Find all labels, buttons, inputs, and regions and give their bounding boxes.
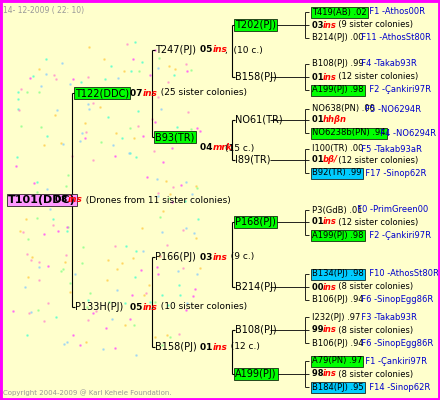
Text: 01: 01 <box>312 218 326 226</box>
Text: B134(PJ) .98: B134(PJ) .98 <box>312 270 364 278</box>
Text: F5 -NO6294R: F5 -NO6294R <box>359 104 421 114</box>
Text: A199(PJ) .98: A199(PJ) .98 <box>312 86 363 94</box>
Text: ins: ins <box>323 218 336 226</box>
Text: hhβn: hhβn <box>323 116 347 124</box>
Text: 04: 04 <box>200 144 216 152</box>
Text: I89(TR): I89(TR) <box>235 155 271 165</box>
Text: 07: 07 <box>130 88 146 98</box>
Text: F1 -Çankiri97R: F1 -Çankiri97R <box>360 356 427 366</box>
Text: B158(PJ): B158(PJ) <box>155 342 197 352</box>
Text: (8 sister colonies): (8 sister colonies) <box>333 370 413 378</box>
Text: (12 sister colonies): (12 sister colonies) <box>333 218 418 226</box>
Text: NO638(PN) .00: NO638(PN) .00 <box>312 104 375 114</box>
Text: F11 -AthosSt80R: F11 -AthosSt80R <box>356 34 431 42</box>
Text: 01: 01 <box>312 72 326 82</box>
Text: A79(PN) .97: A79(PN) .97 <box>312 356 362 366</box>
Text: (15 c.): (15 c.) <box>225 144 254 152</box>
Text: T122(DDC): T122(DDC) <box>75 88 129 98</box>
Text: F1 -Athos00R: F1 -Athos00R <box>363 8 425 16</box>
Text: ins: ins <box>143 88 158 98</box>
Text: 05: 05 <box>200 46 216 54</box>
Text: F4 -Takab93R: F4 -Takab93R <box>356 60 417 68</box>
Text: 03: 03 <box>312 20 326 30</box>
Text: (8 sister colonies): (8 sister colonies) <box>333 326 413 334</box>
Text: P3(GdB) .01: P3(GdB) .01 <box>312 206 363 214</box>
Text: A199(PJ) .98: A199(PJ) .98 <box>312 230 363 240</box>
Text: F3 -Takab93R: F3 -Takab93R <box>356 312 417 322</box>
Text: (12 sister colonies): (12 sister colonies) <box>333 156 418 164</box>
Text: B158(PJ): B158(PJ) <box>235 72 277 82</box>
Text: F10 -AthosSt80R: F10 -AthosSt80R <box>363 270 439 278</box>
Text: (9 c.): (9 c.) <box>225 252 254 262</box>
Text: B108(PJ) .99: B108(PJ) .99 <box>312 60 363 68</box>
Text: B108(PJ): B108(PJ) <box>235 325 277 335</box>
Text: NO6238b(PN) .94: NO6238b(PN) .94 <box>312 128 385 138</box>
Text: I100(TR) .00: I100(TR) .00 <box>312 144 363 154</box>
Text: mrk: mrk <box>213 144 232 152</box>
Text: ins: ins <box>213 342 227 352</box>
Text: B184(PJ) .95: B184(PJ) .95 <box>312 382 363 392</box>
Text: F4 -NO6294R: F4 -NO6294R <box>375 128 436 138</box>
Text: (25 sister colonies): (25 sister colonies) <box>155 88 247 98</box>
Text: 01: 01 <box>200 342 216 352</box>
Text: (10 sister colonies): (10 sister colonies) <box>155 302 247 312</box>
Text: F2 -Çankiri97R: F2 -Çankiri97R <box>363 230 431 240</box>
Text: (12 sister colonies): (12 sister colonies) <box>333 72 418 82</box>
Text: A199(PJ): A199(PJ) <box>235 369 276 379</box>
Text: NO61(TR): NO61(TR) <box>235 115 282 125</box>
Text: (9 sister colonies): (9 sister colonies) <box>333 20 413 30</box>
Text: ins: ins <box>323 370 336 378</box>
Text: B93(TR): B93(TR) <box>155 132 194 142</box>
Text: (12 c.): (12 c.) <box>225 342 260 352</box>
Text: T419(AB) .02: T419(AB) .02 <box>312 8 367 16</box>
Text: ins: ins <box>143 302 158 312</box>
Text: B106(PJ) .94: B106(PJ) .94 <box>312 338 363 348</box>
Text: 99: 99 <box>312 326 326 334</box>
Text: T101(DDC): T101(DDC) <box>8 195 76 205</box>
Text: F6 -SinopEgg86R: F6 -SinopEgg86R <box>356 338 433 348</box>
Text: T247(PJ): T247(PJ) <box>155 45 196 55</box>
Text: 00: 00 <box>312 282 326 292</box>
Text: F2 -Çankiri97R: F2 -Çankiri97R <box>363 86 431 94</box>
Text: ins: ins <box>213 46 227 54</box>
Text: B214(PJ) .00: B214(PJ) .00 <box>312 34 363 42</box>
Text: F5 -Takab93aR: F5 -Takab93aR <box>356 144 422 154</box>
Text: (8 sister colonies): (8 sister colonies) <box>333 282 413 292</box>
Text: (Drones from 11 sister colonies): (Drones from 11 sister colonies) <box>80 196 231 204</box>
Text: ins: ins <box>323 326 336 334</box>
Text: 98: 98 <box>312 370 326 378</box>
Text: ,  (10 c.): , (10 c.) <box>225 46 263 54</box>
Text: 01: 01 <box>312 156 326 164</box>
Text: P133H(PJ): P133H(PJ) <box>75 302 123 312</box>
Text: F14 -Sinop62R: F14 -Sinop62R <box>363 382 430 392</box>
Text: 03: 03 <box>200 252 216 262</box>
Text: 14- 12-2009 ( 22: 10): 14- 12-2009 ( 22: 10) <box>3 6 84 15</box>
Text: 01: 01 <box>312 116 326 124</box>
Text: B214(PJ): B214(PJ) <box>235 282 277 292</box>
Text: B106(PJ) .94: B106(PJ) .94 <box>312 296 363 304</box>
Text: B92(TR) .99: B92(TR) .99 <box>312 168 362 178</box>
Text: ins: ins <box>68 196 82 204</box>
Text: F0 -PrimGreen00: F0 -PrimGreen00 <box>352 206 429 214</box>
Text: F17 -Sinop62R: F17 -Sinop62R <box>360 168 426 178</box>
Text: bβ/: bβ/ <box>323 156 337 164</box>
Text: I232(PJ) .97: I232(PJ) .97 <box>312 312 360 322</box>
Text: 08: 08 <box>55 196 70 204</box>
Text: P166(PJ): P166(PJ) <box>155 252 196 262</box>
Text: ins: ins <box>323 20 336 30</box>
Text: Copyright 2004-2009 @ Karl Kehele Foundation.: Copyright 2004-2009 @ Karl Kehele Founda… <box>3 389 172 396</box>
Text: T202(PJ): T202(PJ) <box>235 20 276 30</box>
Text: P168(PJ): P168(PJ) <box>235 217 276 227</box>
Text: ins: ins <box>213 252 227 262</box>
Text: F6 -SinopEgg86R: F6 -SinopEgg86R <box>356 296 433 304</box>
Text: ins: ins <box>323 282 336 292</box>
Text: ins: ins <box>323 72 336 82</box>
Text: 05: 05 <box>130 302 146 312</box>
